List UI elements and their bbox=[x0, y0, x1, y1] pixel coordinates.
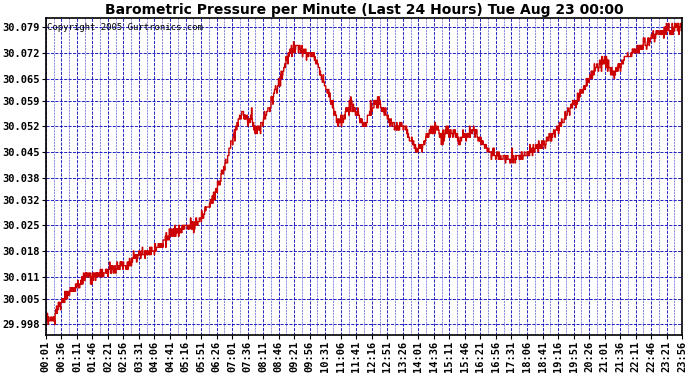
Text: Copyright 2005 Gurtronics.com: Copyright 2005 Gurtronics.com bbox=[47, 23, 203, 32]
Title: Barometric Pressure per Minute (Last 24 Hours) Tue Aug 23 00:00: Barometric Pressure per Minute (Last 24 … bbox=[105, 3, 623, 17]
